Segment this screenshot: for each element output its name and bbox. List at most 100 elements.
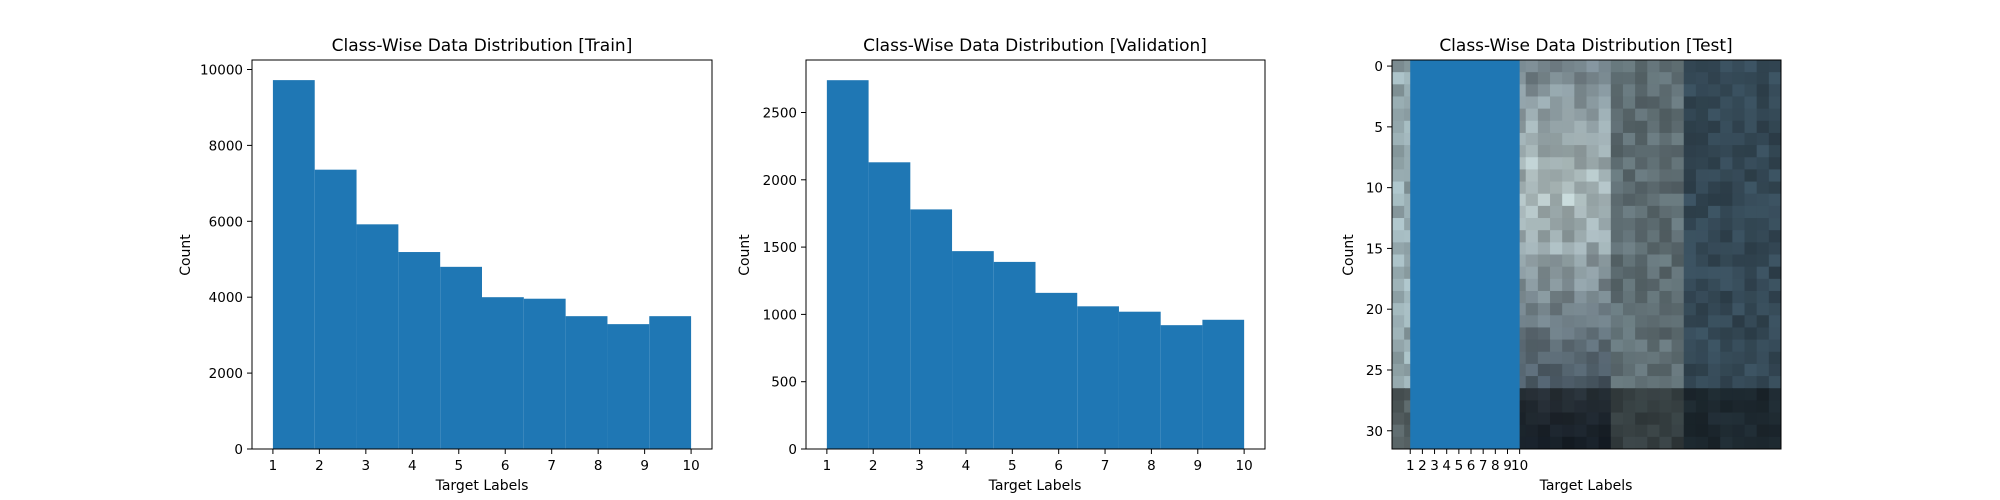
- image-pixel: [1574, 400, 1588, 414]
- image-pixel: [1647, 205, 1661, 219]
- image-pixel: [1756, 327, 1770, 341]
- image-pixel: [1756, 266, 1770, 280]
- image-pixel: [1635, 145, 1648, 158]
- y-tick-label: 2500: [763, 105, 797, 121]
- train-histogram-panel: Class-Wise Data Distribution [Train] 1 2 3…: [178, 36, 713, 494]
- image-pixel: [1708, 315, 1721, 329]
- image-pixel: [1635, 327, 1648, 341]
- image-pixel: [1756, 96, 1770, 110]
- image-pixel: [1622, 242, 1636, 256]
- image-pixel: [1695, 84, 1709, 98]
- image-pixel: [1550, 218, 1563, 231]
- image-pixel: [1732, 205, 1746, 219]
- image-pixel: [1708, 120, 1721, 134]
- image-pixel: [1586, 60, 1600, 73]
- image-pixel: [1598, 303, 1612, 316]
- image-pixel: [1647, 84, 1661, 98]
- x-tick-label: 4: [1442, 458, 1451, 474]
- image-pixel: [1610, 96, 1624, 110]
- bar: [607, 324, 650, 449]
- image-pixel: [1574, 157, 1588, 171]
- image-pixel: [1622, 72, 1636, 85]
- image-pixel: [1756, 181, 1770, 195]
- image-pixel: [1659, 436, 1673, 449]
- image-pixel: [1635, 254, 1648, 268]
- x-ticks: 1 2 3 4 5 6 7 8 9 10: [1406, 449, 1528, 474]
- image-pixel: [1647, 339, 1661, 353]
- image-pixel: [1550, 254, 1563, 268]
- image-pixel: [1647, 278, 1661, 292]
- image-pixel: [1622, 339, 1636, 353]
- image-pixel: [1537, 132, 1551, 146]
- image-pixel: [1635, 84, 1648, 98]
- image-pixel: [1598, 290, 1612, 304]
- image-pixel: [1392, 266, 1405, 280]
- image-pixel: [1744, 72, 1758, 85]
- image-pixel: [1635, 108, 1648, 122]
- x-tick-label: 1: [823, 458, 832, 474]
- image-pixel: [1683, 157, 1697, 171]
- image-pixel: [1392, 254, 1405, 268]
- image-pixel: [1683, 230, 1697, 243]
- image-pixel: [1683, 120, 1697, 134]
- image-pixel: [1683, 205, 1697, 219]
- image-pixel: [1598, 351, 1612, 365]
- image-pixel: [1635, 181, 1648, 195]
- image-pixel: [1683, 266, 1697, 280]
- image-pixel: [1756, 193, 1770, 207]
- image-pixel: [1622, 157, 1636, 171]
- image-pixel: [1537, 108, 1551, 122]
- image-pixel: [1683, 436, 1697, 449]
- image-pixel: [1695, 205, 1709, 219]
- image-pixel: [1537, 363, 1551, 377]
- image-pixel: [1525, 132, 1539, 146]
- image-pixel: [1720, 72, 1733, 85]
- image-pixel: [1392, 315, 1405, 329]
- image-pixel: [1622, 230, 1636, 243]
- image-pixel: [1635, 242, 1648, 256]
- image-pixel: [1659, 230, 1673, 243]
- image-pixel: [1392, 230, 1405, 243]
- image-pixel: [1598, 145, 1612, 158]
- image-pixel: [1720, 230, 1733, 243]
- image-pixel: [1683, 145, 1697, 158]
- x-tick-label: 8: [1491, 458, 1500, 474]
- image-pixel: [1598, 242, 1612, 256]
- image-pixel: [1537, 169, 1551, 183]
- bar: [993, 261, 1036, 449]
- image-pixel: [1720, 315, 1733, 329]
- image-pixel: [1635, 266, 1648, 280]
- image-pixel: [1720, 181, 1733, 195]
- image-pixel: [1550, 60, 1563, 73]
- image-pixel: [1610, 254, 1624, 268]
- image-pixel: [1537, 60, 1551, 73]
- image-pixel: [1683, 412, 1697, 426]
- image-pixel: [1744, 424, 1758, 438]
- image-pixel: [1768, 388, 1781, 401]
- image-pixel: [1671, 181, 1685, 195]
- x-tick-label: 6: [1054, 458, 1063, 474]
- image-pixel: [1598, 436, 1612, 449]
- image-pixel: [1695, 193, 1709, 207]
- image-pixel: [1562, 108, 1575, 122]
- image-pixel: [1695, 230, 1709, 243]
- image-pixel: [1756, 169, 1770, 183]
- image-pixel: [1732, 157, 1746, 171]
- image-pixel: [1732, 303, 1746, 316]
- image-pixel: [1586, 327, 1600, 341]
- image-pixel: [1720, 412, 1733, 426]
- image-pixel: [1647, 242, 1661, 256]
- image-pixel: [1756, 60, 1770, 73]
- image-pixel: [1683, 96, 1697, 110]
- image-pixel: [1598, 108, 1612, 122]
- image-pixel: [1586, 72, 1600, 85]
- image-pixel: [1635, 376, 1648, 389]
- image-pixel: [1586, 266, 1600, 280]
- image-pixel: [1744, 169, 1758, 183]
- image-pixel: [1671, 339, 1685, 353]
- bar: [356, 224, 399, 449]
- image-pixel: [1683, 303, 1697, 316]
- image-pixel: [1598, 218, 1612, 231]
- image-pixel: [1671, 388, 1685, 401]
- image-pixel: [1671, 145, 1685, 158]
